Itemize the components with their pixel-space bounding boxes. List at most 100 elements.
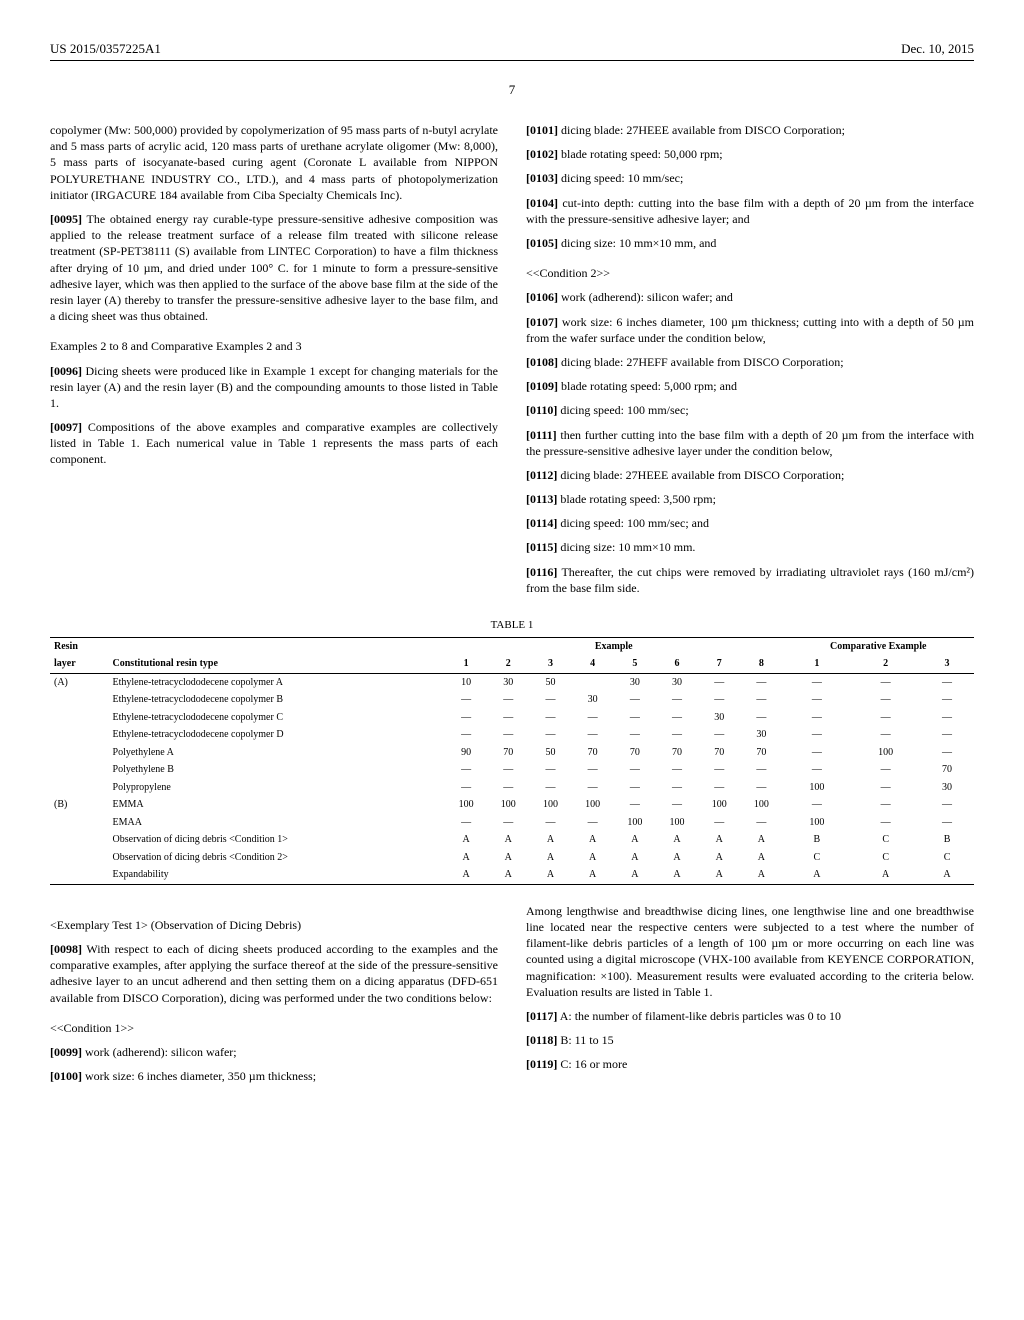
table-cell: — — [656, 779, 698, 797]
para-0117: [0117] A: the number of filament-like de… — [526, 1008, 974, 1024]
table-col: 3 — [529, 655, 571, 673]
examples-heading: Examples 2 to 8 and Comparative Examples… — [50, 338, 498, 354]
table-cell: A — [614, 866, 656, 884]
para-0119: [0119] C: 16 or more — [526, 1056, 974, 1072]
table-cell: — — [572, 726, 614, 744]
para-num: [0103] — [526, 171, 558, 185]
table-cell: — — [529, 779, 571, 797]
table-col: 8 — [740, 655, 782, 673]
table-cell: 100 — [572, 796, 614, 814]
table-cell-layer — [50, 691, 109, 709]
table-cell: — — [851, 673, 920, 691]
table-cell: A — [656, 831, 698, 849]
table-cell: 70 — [920, 761, 974, 779]
para-0105: [0105] dicing size: 10 mm×10 mm, and — [526, 235, 974, 251]
table-cell: — — [445, 761, 487, 779]
para-num: [0119] — [526, 1057, 557, 1071]
para-text: work size: 6 inches diameter, 100 µm thi… — [526, 315, 974, 345]
table-cell: — — [445, 779, 487, 797]
table-cell: — — [487, 691, 529, 709]
table-cell: 30 — [572, 691, 614, 709]
table-cell-layer — [50, 779, 109, 797]
para-0114: [0114] dicing speed: 100 mm/sec; and — [526, 515, 974, 531]
para-num: [0111] — [526, 428, 557, 442]
para-0106: [0106] work (adherend): silicon wafer; a… — [526, 289, 974, 305]
table-cell: 30 — [740, 726, 782, 744]
table-cell: — — [920, 673, 974, 691]
para-num: [0098] — [50, 942, 82, 956]
table-cell-layer — [50, 849, 109, 867]
table-cell: — — [445, 709, 487, 727]
table-cell: A — [656, 866, 698, 884]
table-cell: — — [614, 726, 656, 744]
table-cell: — — [698, 673, 740, 691]
para-continuation: copolymer (Mw: 500,000) provided by copo… — [50, 122, 498, 203]
table-cell: A — [740, 849, 782, 867]
para-text: blade rotating speed: 5,000 rpm; and — [561, 379, 737, 393]
table-cell: 70 — [740, 744, 782, 762]
para-num: [0117] — [526, 1009, 557, 1023]
table-cell: C — [782, 849, 851, 867]
para-0095: [0095] The obtained energy ray curable-t… — [50, 211, 498, 324]
para-0116: [0116] Thereafter, the cut chips were re… — [526, 564, 974, 596]
table-cell: — — [529, 726, 571, 744]
table-cell: — — [487, 709, 529, 727]
table-cell: 100 — [851, 744, 920, 762]
para-text: then further cutting into the base film … — [526, 428, 974, 458]
para-text: dicing blade: 27HEFF available from DISC… — [561, 355, 844, 369]
table-col: 1 — [445, 655, 487, 673]
para-text: B: 11 to 15 — [560, 1033, 613, 1047]
table-cell: B — [920, 831, 974, 849]
table-cell: — — [851, 814, 920, 832]
table-cell-layer — [50, 709, 109, 727]
para-0100: [0100] work size: 6 inches diameter, 350… — [50, 1068, 498, 1084]
table-cell: — — [487, 761, 529, 779]
table-cell: — — [740, 779, 782, 797]
table-cell: A — [614, 831, 656, 849]
table-cell: — — [920, 796, 974, 814]
para-text: work size: 6 inches diameter, 350 µm thi… — [85, 1069, 316, 1083]
table-row: Ethylene-tetracyclododecene copolymer C—… — [50, 709, 974, 727]
para-num: [0100] — [50, 1069, 82, 1083]
para-num: [0106] — [526, 290, 558, 304]
para-num: [0115] — [526, 540, 557, 554]
table-cell: B — [782, 831, 851, 849]
table-row: Observation of dicing debris <Condition … — [50, 831, 974, 849]
table-cell-layer — [50, 761, 109, 779]
para-0101: [0101] dicing blade: 27HEEE available fr… — [526, 122, 974, 138]
table-group-comparative: Comparative Example — [782, 637, 974, 655]
table-cell: 90 — [445, 744, 487, 762]
para-0115: [0115] dicing size: 10 mm×10 mm. — [526, 539, 974, 555]
table-cell: — — [782, 796, 851, 814]
table-cell: 100 — [614, 814, 656, 832]
table-cell: — — [740, 761, 782, 779]
table-cell-name: EMAA — [109, 814, 445, 832]
table-cell-name: Ethylene-tetracyclododecene copolymer C — [109, 709, 445, 727]
table-cell: — — [740, 691, 782, 709]
para-num: [0112] — [526, 468, 557, 482]
para-0118: [0118] B: 11 to 15 — [526, 1032, 974, 1048]
para-num: [0116] — [526, 565, 557, 579]
table-cell: A — [529, 831, 571, 849]
table-col: 3 — [920, 655, 974, 673]
table-cell-name: Observation of dicing debris <Condition … — [109, 831, 445, 849]
table-header: Resin — [50, 637, 109, 655]
table-cell-layer — [50, 726, 109, 744]
table-cell: — — [920, 709, 974, 727]
table-cell-name: EMMA — [109, 796, 445, 814]
test-heading: <Exemplary Test 1> (Observation of Dicin… — [50, 917, 498, 933]
table-cell: — — [740, 709, 782, 727]
table-cell: 30 — [698, 709, 740, 727]
table-cell: 100 — [740, 796, 782, 814]
para-text: work (adherend): silicon wafer; and — [561, 290, 733, 304]
table-header: layer — [50, 655, 109, 673]
table-cell: A — [445, 849, 487, 867]
table-cell: — — [740, 814, 782, 832]
para-num: [0095] — [50, 212, 82, 226]
table-row: Ethylene-tetracyclododecene copolymer D—… — [50, 726, 974, 744]
para-text: dicing size: 10 mm×10 mm. — [560, 540, 695, 554]
publication-number: US 2015/0357225A1 — [50, 40, 161, 58]
table-cell: — — [614, 779, 656, 797]
table-cell: A — [698, 831, 740, 849]
table-cell: — — [920, 726, 974, 744]
